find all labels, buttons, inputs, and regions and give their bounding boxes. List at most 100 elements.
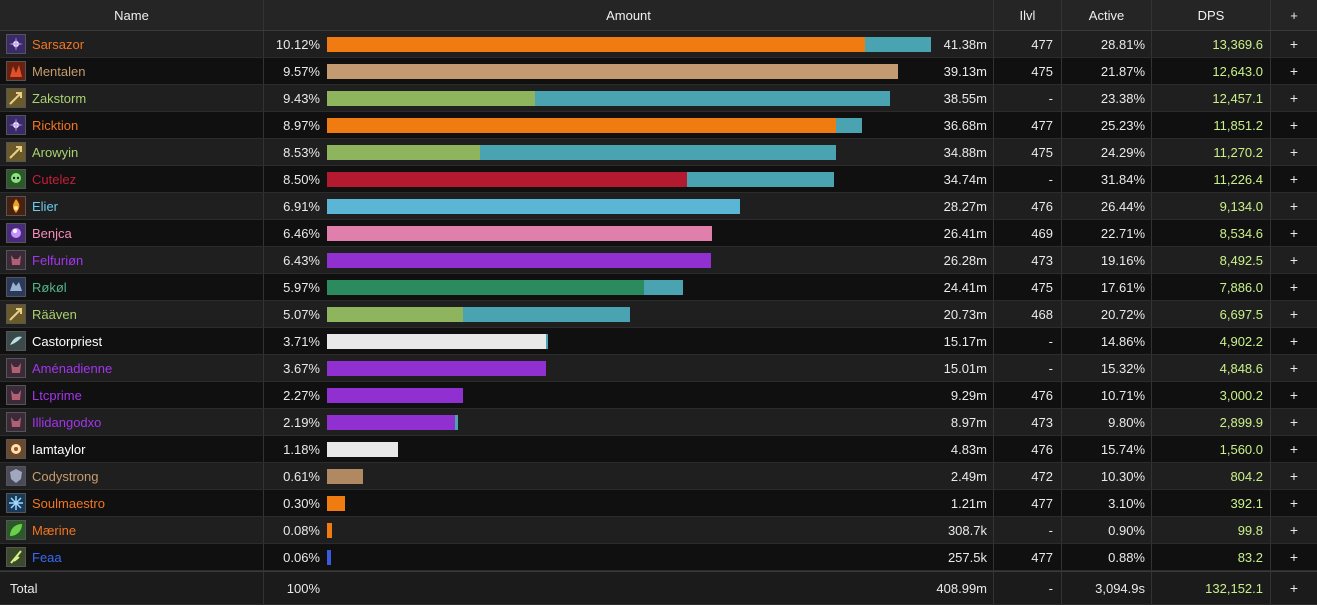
expand-row-button[interactable]: + bbox=[1289, 279, 1299, 295]
player-name-cell[interactable]: Ltcprime bbox=[0, 382, 264, 408]
player-name-cell[interactable]: Mærine bbox=[0, 517, 264, 543]
player-name-cell[interactable]: Rääven bbox=[0, 301, 264, 327]
expand-row-button[interactable]: + bbox=[1289, 522, 1299, 538]
player-name-cell[interactable]: Arowyin bbox=[0, 139, 264, 165]
table-row[interactable]: Cutelez 8.50% 34.74m - 31.84% 11,226.4 + bbox=[0, 166, 1317, 193]
expand-row-button[interactable]: + bbox=[1289, 387, 1299, 403]
player-name-cell[interactable]: Codystrong bbox=[0, 463, 264, 489]
expand-row-button[interactable]: + bbox=[1289, 360, 1299, 376]
table-row[interactable]: Aménadienne 3.67% 15.01m - 15.32% 4,848.… bbox=[0, 355, 1317, 382]
active-value: 10.71% bbox=[1062, 382, 1152, 408]
table-row[interactable]: Mentalen 9.57% 39.13m 475 21.87% 12,643.… bbox=[0, 58, 1317, 85]
player-name-cell[interactable]: Ricktion bbox=[0, 112, 264, 138]
total-amount-cell: 100% 408.99m bbox=[264, 572, 994, 604]
shield-icon bbox=[6, 466, 26, 486]
dps-value: 9,134.0 bbox=[1152, 193, 1271, 219]
wing-icon bbox=[6, 331, 26, 351]
amount-bar bbox=[327, 199, 931, 214]
table-row[interactable]: Castorpriest 3.71% 15.17m - 14.86% 4,902… bbox=[0, 328, 1317, 355]
spark-icon bbox=[6, 115, 26, 135]
header-ilvl[interactable]: Ilvl bbox=[994, 0, 1062, 30]
expand-row-button[interactable]: + bbox=[1289, 63, 1299, 79]
amount-bar bbox=[327, 118, 931, 133]
expand-row-button[interactable]: + bbox=[1289, 306, 1299, 322]
table-row[interactable]: Iamtaylor 1.18% 4.83m 476 15.74% 1,560.0… bbox=[0, 436, 1317, 463]
player-name-cell[interactable]: Felfuriøn bbox=[0, 247, 264, 273]
table-row[interactable]: Arowyin 8.53% 34.88m 475 24.29% 11,270.2… bbox=[0, 139, 1317, 166]
table-row[interactable]: Ricktion 8.97% 36.68m 477 25.23% 11,851.… bbox=[0, 112, 1317, 139]
player-name-cell[interactable]: Illidangodxo bbox=[0, 409, 264, 435]
expand-row-button[interactable]: + bbox=[1289, 171, 1299, 187]
amount-bar bbox=[327, 172, 931, 187]
amount-bar bbox=[327, 145, 931, 160]
amount-cell: 8.97% 36.68m bbox=[264, 112, 994, 138]
total-dps: 132,152.1 bbox=[1152, 572, 1271, 604]
dps-value: 7,886.0 bbox=[1152, 274, 1271, 300]
expand-row-button[interactable]: + bbox=[1289, 414, 1299, 430]
player-name-cell[interactable]: Cutelez bbox=[0, 166, 264, 192]
player-name-cell[interactable]: Iamtaylor bbox=[0, 436, 264, 462]
player-name-cell[interactable]: Zakstorm bbox=[0, 85, 264, 111]
table-row[interactable]: Elier 6.91% 28.27m 476 26.44% 9,134.0 + bbox=[0, 193, 1317, 220]
expand-row-button[interactable]: + bbox=[1289, 468, 1299, 484]
active-value: 3.10% bbox=[1062, 490, 1152, 516]
player-name-cell[interactable]: Soulmaestro bbox=[0, 490, 264, 516]
amount-percent: 6.91% bbox=[283, 198, 320, 214]
table-row[interactable]: Mærine 0.08% 308.7k - 0.90% 99.8 + bbox=[0, 517, 1317, 544]
spark-icon bbox=[6, 34, 26, 54]
expand-row-button[interactable]: + bbox=[1289, 549, 1299, 565]
expand-row-button[interactable]: + bbox=[1289, 333, 1299, 349]
expand-row-button[interactable]: + bbox=[1289, 90, 1299, 106]
expand-row-button[interactable]: + bbox=[1289, 198, 1299, 214]
amount-cell: 2.27% 9.29m bbox=[264, 382, 994, 408]
amount-bar-primary-segment bbox=[327, 442, 398, 457]
header-add-column-button[interactable]: + bbox=[1290, 7, 1298, 23]
amount-bar-primary-segment bbox=[327, 388, 463, 403]
expand-row-button[interactable]: + bbox=[1289, 36, 1299, 52]
ilvl-value: 473 bbox=[994, 409, 1062, 435]
table-row[interactable]: Sarsazor 10.12% 41.38m 477 28.81% 13,369… bbox=[0, 31, 1317, 58]
expand-row-button[interactable]: + bbox=[1289, 441, 1299, 457]
player-name-cell[interactable]: Feaa bbox=[0, 544, 264, 570]
player-name-cell[interactable]: Elier bbox=[0, 193, 264, 219]
player-name-cell[interactable]: Castorpriest bbox=[0, 328, 264, 354]
amount-bar-primary-segment bbox=[327, 37, 865, 52]
expand-row-button[interactable]: + bbox=[1289, 495, 1299, 511]
dps-value: 2,899.9 bbox=[1152, 409, 1271, 435]
player-name-cell[interactable]: Aménadienne bbox=[0, 355, 264, 381]
table-row[interactable]: Felfuriøn 6.43% 26.28m 473 19.16% 8,492.… bbox=[0, 247, 1317, 274]
amount-cell: 5.97% 24.41m bbox=[264, 274, 994, 300]
player-name-cell[interactable]: Røkøl bbox=[0, 274, 264, 300]
amount-value: 257.5k bbox=[947, 549, 987, 565]
table-row[interactable]: Benjca 6.46% 26.41m 469 22.71% 8,534.6 + bbox=[0, 220, 1317, 247]
table-row[interactable]: Feaa 0.06% 257.5k 477 0.88% 83.2 + bbox=[0, 544, 1317, 571]
header-active[interactable]: Active bbox=[1062, 0, 1152, 30]
amount-value: 2.49m bbox=[950, 468, 987, 484]
total-active: 3,094.9s bbox=[1062, 572, 1152, 604]
table-row[interactable]: Zakstorm 9.43% 38.55m - 23.38% 12,457.1 … bbox=[0, 85, 1317, 112]
table-row[interactable]: Rääven 5.07% 20.73m 468 20.72% 6,697.5 + bbox=[0, 301, 1317, 328]
header-dps[interactable]: DPS bbox=[1152, 0, 1271, 30]
table-row[interactable]: Ltcprime 2.27% 9.29m 476 10.71% 3,000.2 … bbox=[0, 382, 1317, 409]
player-name-cell[interactable]: Mentalen bbox=[0, 58, 264, 84]
total-expand-button[interactable]: + bbox=[1289, 580, 1299, 596]
header-amount[interactable]: Amount bbox=[264, 0, 994, 30]
table-row[interactable]: Codystrong 0.61% 2.49m 472 10.30% 804.2 … bbox=[0, 463, 1317, 490]
frost-icon bbox=[6, 493, 26, 513]
player-name-cell[interactable]: Sarsazor bbox=[0, 31, 264, 57]
player-name-cell[interactable]: Benjca bbox=[0, 220, 264, 246]
amount-percent: 9.43% bbox=[283, 90, 320, 106]
player-name: Iamtaylor bbox=[32, 441, 86, 457]
dps-value: 4,848.6 bbox=[1152, 355, 1271, 381]
amount-percent: 0.06% bbox=[283, 549, 320, 565]
table-row[interactable]: Illidangodxo 2.19% 8.97m 473 9.80% 2,899… bbox=[0, 409, 1317, 436]
expand-row-button[interactable]: + bbox=[1289, 117, 1299, 133]
table-row[interactable]: Røkøl 5.97% 24.41m 475 17.61% 7,886.0 + bbox=[0, 274, 1317, 301]
header-name[interactable]: Name bbox=[0, 0, 264, 30]
table-row[interactable]: Soulmaestro 0.30% 1.21m 477 3.10% 392.1 … bbox=[0, 490, 1317, 517]
active-value: 15.32% bbox=[1062, 355, 1152, 381]
expand-row-button[interactable]: + bbox=[1289, 252, 1299, 268]
expand-row-button[interactable]: + bbox=[1289, 225, 1299, 241]
ilvl-value: 475 bbox=[994, 274, 1062, 300]
expand-row-button[interactable]: + bbox=[1289, 144, 1299, 160]
